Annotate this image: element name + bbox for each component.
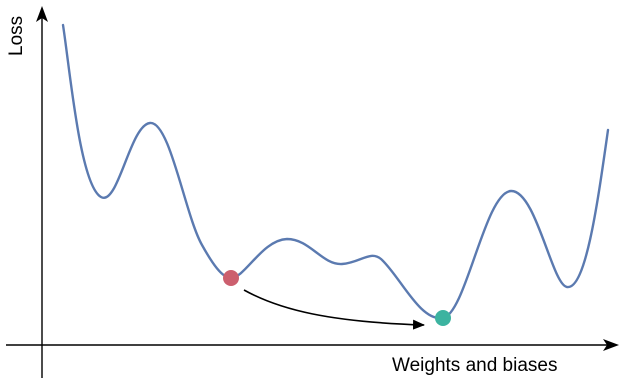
x-axis-arrowhead (603, 339, 619, 351)
local-minimum-point (223, 270, 239, 286)
x-axis-label: Weights and biases (392, 355, 558, 376)
descent-arrow (243, 289, 425, 330)
y-axis-arrowhead (36, 6, 48, 22)
global-minimum-point (435, 310, 451, 326)
y-axis-label: Loss (6, 15, 27, 56)
loss-curve (61, 23, 610, 320)
